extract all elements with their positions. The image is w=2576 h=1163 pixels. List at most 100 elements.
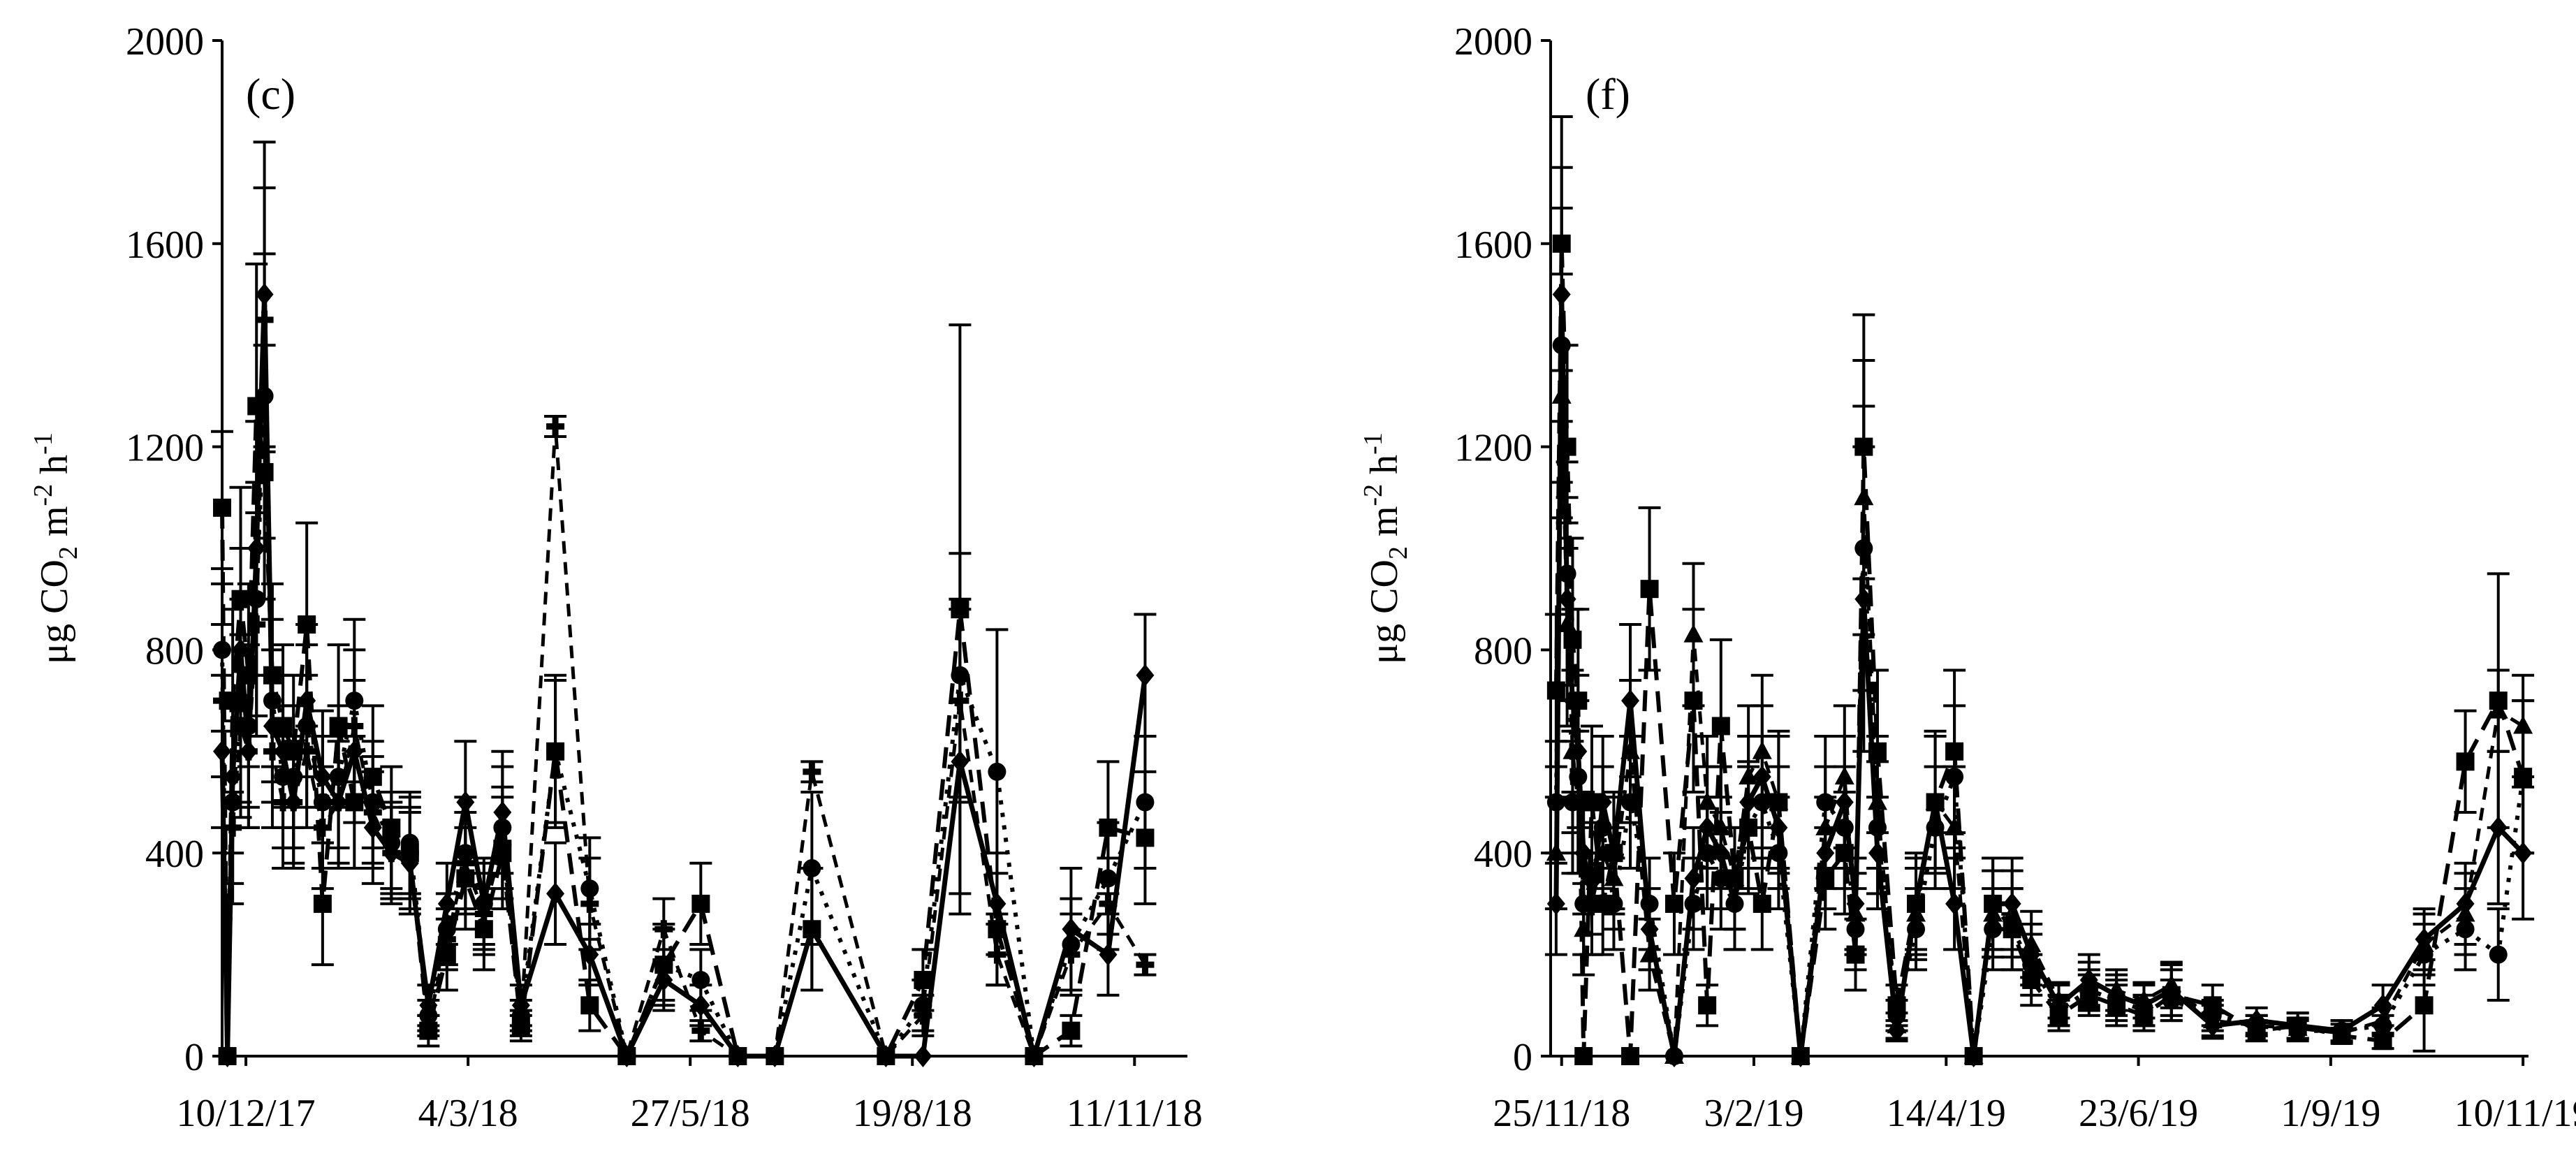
data-point: [546, 882, 565, 905]
y-tick-label: 800: [1474, 629, 1532, 673]
data-point: [1574, 1047, 1593, 1065]
y-tick-label: 1600: [1454, 224, 1532, 267]
data-point: [255, 310, 274, 329]
data-point: [2021, 934, 2042, 953]
data-point: [1845, 903, 1866, 922]
data-point: [1099, 894, 1118, 913]
data-point: [691, 1021, 710, 1040]
data-point: [1739, 766, 1759, 785]
data-point: [988, 762, 1007, 781]
y-tick-label: 2000: [1454, 20, 1532, 64]
data-point: [988, 945, 1007, 964]
data-point: [474, 905, 493, 923]
data-point: [298, 742, 316, 761]
data-point: [493, 833, 512, 852]
data-point: [363, 803, 382, 822]
chart-panel-c: 0 400 800 1200 1600 2000 10/12/17 4/3/18 27/5/18…: [29, 20, 1203, 1135]
data-point: [456, 854, 475, 872]
y-axis-label-part: -2: [1359, 484, 1388, 506]
data-point: [1684, 894, 1703, 913]
data-point: [877, 1047, 895, 1065]
data-point: [2246, 1015, 2267, 1034]
data-point: [213, 692, 231, 710]
data-point: [617, 1047, 636, 1065]
data-point: [313, 894, 332, 913]
data-point: [345, 717, 364, 736]
data-point: [263, 742, 281, 761]
series-line: [1553, 292, 2525, 1059]
data-point: [1025, 1047, 1044, 1065]
data-point: [437, 930, 456, 949]
data-point: [1790, 1046, 1810, 1064]
y-axis-label: μg CO2 m-2 h-1: [1359, 432, 1413, 664]
y-tick-label: 0: [184, 1036, 204, 1079]
y-tick-label: 1200: [126, 427, 204, 470]
data-point: [1887, 1015, 1907, 1034]
data-point: [2288, 1018, 2308, 1037]
data-point: [1925, 791, 1945, 810]
data-point: [2513, 715, 2533, 734]
data-point: [213, 498, 231, 517]
data-point: [2489, 945, 2508, 964]
data-point: [224, 818, 242, 837]
series-line: [1554, 394, 2524, 1058]
y-axis-label-part: -1: [1359, 432, 1388, 455]
data-point: [2049, 990, 2069, 1009]
data-point: [1136, 793, 1155, 812]
data-point: [313, 818, 332, 837]
y-axis-label-part: h: [1363, 455, 1406, 484]
x-tick-label: 25/11/18: [1493, 1092, 1630, 1135]
data-point: [1639, 944, 1660, 963]
data-point: [1711, 817, 1731, 835]
data-point: [580, 894, 599, 913]
data-point: [1621, 1047, 1640, 1065]
data-point: [1906, 903, 1926, 922]
data-point: [1620, 740, 1641, 759]
data-point: [1698, 996, 1717, 1015]
data-point: [654, 920, 673, 939]
data-point: [1834, 766, 1854, 785]
data-point: [1551, 385, 1572, 404]
y-tick-label: 800: [145, 629, 204, 673]
data-point: [400, 844, 419, 863]
data-point: [2134, 990, 2154, 1009]
data-point: [1546, 842, 1566, 861]
data-point: [2002, 903, 2022, 922]
data-point: [511, 1016, 530, 1035]
y-axis-label-part: -1: [29, 432, 58, 455]
y-tick-label: 400: [145, 833, 204, 876]
y-tick-label: 0: [1513, 1036, 1532, 1079]
data-point: [691, 894, 710, 913]
data-point: [1711, 717, 1730, 736]
series-3: [211, 186, 1157, 1065]
data-point: [329, 793, 348, 812]
y-axis-label-part: h: [33, 455, 76, 484]
data-point: [691, 970, 710, 989]
data-point: [546, 742, 565, 761]
data-point: [1867, 791, 1887, 810]
data-point: [2488, 700, 2508, 719]
data-point: [1136, 956, 1155, 974]
data-point: [766, 1047, 784, 1065]
data-point: [1683, 624, 1704, 643]
data-point: [382, 844, 401, 863]
data-point: [2079, 974, 2099, 993]
series-1: [211, 262, 1157, 1065]
y-tick-label: 1200: [1454, 427, 1532, 470]
x-tick-label: 27/5/18: [631, 1092, 750, 1135]
data-point: [231, 717, 250, 736]
data-point: [2456, 752, 2475, 771]
data-point: [1664, 1046, 1684, 1064]
data-point: [914, 1006, 932, 1025]
y-tick-label: 400: [1474, 833, 1532, 876]
series-line: [1553, 241, 2525, 1058]
data-point: [1136, 664, 1155, 687]
x-tick-label: 1/9/19: [2281, 1092, 2380, 1135]
data-point: [1725, 868, 1745, 886]
x-tick-label: 14/4/19: [1887, 1092, 2006, 1135]
data-point: [1563, 740, 1583, 759]
y-axis-label: μg CO2 m-2 h-1: [29, 432, 83, 664]
data-point: [2202, 1010, 2223, 1029]
y-axis-label-part: μg CO: [1363, 559, 1406, 664]
